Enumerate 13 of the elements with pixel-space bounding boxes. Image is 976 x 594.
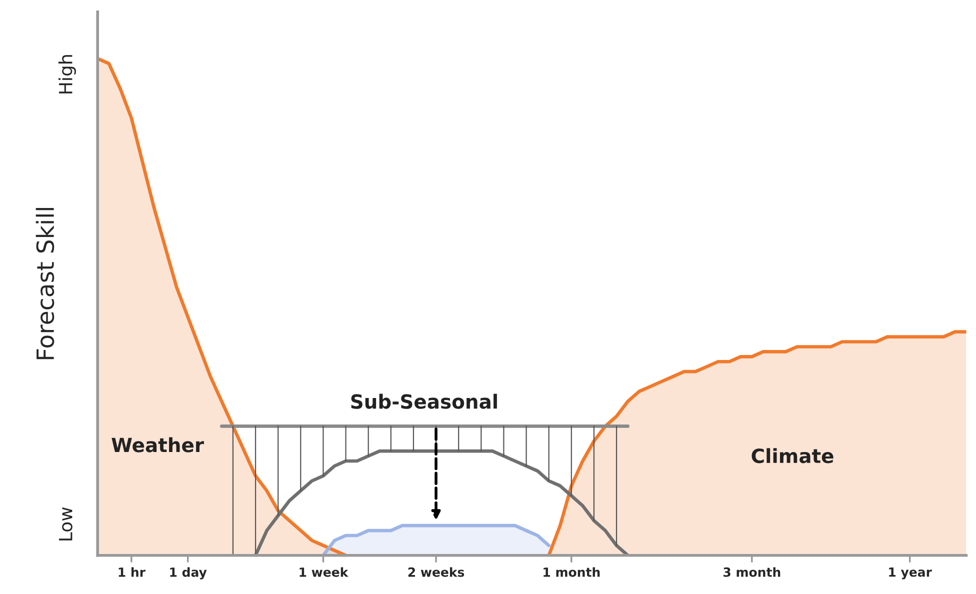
x-tick-label: 1 year	[889, 567, 932, 580]
x-tick-label: 1 month	[544, 567, 600, 577]
text: High	[58, 55, 76, 94]
x-tick-label: 1 hr	[118, 567, 146, 577]
annotation: Climate	[752, 448, 834, 464]
x-tick-label: 2 weeks	[408, 567, 464, 577]
text: Low	[59, 507, 72, 540]
annotation: Weather	[112, 437, 204, 452]
x-tick-label: 1 week	[300, 567, 348, 577]
x-tick-label: 3 month	[724, 567, 780, 577]
x-tick-label: 1 day	[170, 567, 207, 580]
y-axis-title: Forecast Skill	[36, 208, 54, 360]
annotation: Sub-Seasonal	[351, 394, 497, 409]
